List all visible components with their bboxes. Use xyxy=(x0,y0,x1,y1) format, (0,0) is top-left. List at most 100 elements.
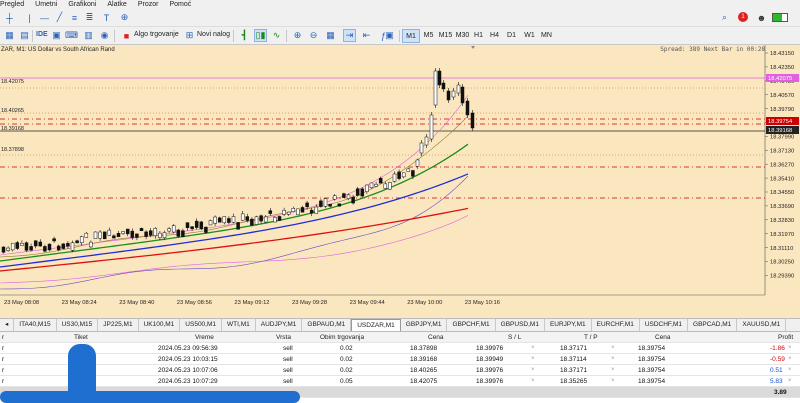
trade-row[interactable]: r 2024.05.23 10:03:15 sell 0.02 18.39168 18.3… xyxy=(0,354,800,365)
profiles-icon[interactable]: ▤ xyxy=(20,30,29,40)
chart-shift-icon[interactable]: ⇤ xyxy=(362,30,371,40)
tile-windows-icon[interactable]: ▦ xyxy=(326,30,335,40)
channel-icon[interactable]: ≡ xyxy=(71,12,78,23)
screenshot-icon[interactable]: ▣ xyxy=(385,30,394,40)
symbol-tab[interactable]: UK100,M1 xyxy=(139,319,181,331)
candle-body xyxy=(465,100,470,116)
close-trade-icon[interactable]: × xyxy=(788,345,792,351)
price-chart[interactable]: 18.4315018.4235018.4143018.4057018.39790… xyxy=(0,45,800,318)
market-watch-icon[interactable]: ▥ xyxy=(84,30,93,40)
price-axis-bg xyxy=(765,45,800,318)
sell-price-label: 18.39754 xyxy=(768,119,793,125)
header-ticket[interactable]: Tiket xyxy=(74,334,88,341)
tf-h1[interactable]: H1 xyxy=(474,32,483,39)
signals-icon[interactable]: ◉ xyxy=(100,30,109,40)
header-price[interactable]: Cena xyxy=(428,334,444,341)
menu-item[interactable]: Pomoć xyxy=(169,1,192,8)
menu-item[interactable]: Pregled xyxy=(0,1,25,8)
indicators-icon[interactable]: ƒ xyxy=(380,30,386,41)
header-volume[interactable]: Obim trgovanja xyxy=(320,334,365,341)
autoscroll-icon[interactable]: ⇥ xyxy=(343,29,356,42)
crosshair-icon[interactable]: ┼ xyxy=(6,12,13,23)
algo-trading-button[interactable]: Algo trgovanje xyxy=(134,31,179,38)
account-icon[interactable]: ☻ xyxy=(756,12,767,23)
tp-clear-icon[interactable]: × xyxy=(611,378,615,384)
horizontal-line-icon[interactable]: — xyxy=(40,12,49,23)
symbol-tab[interactable]: GBPCHF,M1 xyxy=(447,319,496,331)
close-trade-icon[interactable]: × xyxy=(788,378,792,384)
algo-trading-icon[interactable]: ■ xyxy=(123,30,130,41)
header-type[interactable]: Vrsta xyxy=(276,334,291,341)
symbol-tab[interactable]: GBPUSD,M1 xyxy=(496,319,545,331)
symbol-tab[interactable]: USDCHF,M1 xyxy=(640,319,689,331)
header-sl[interactable]: S / L xyxy=(508,334,522,341)
tf-mn[interactable]: MN xyxy=(541,32,552,39)
trade-row[interactable]: r 2024.05.23 10:07:29 sell 0.05 18.42075 18.3… xyxy=(0,376,800,387)
new-order-icon[interactable]: ⊞ xyxy=(185,30,194,40)
fibonacci-icon[interactable]: ≣ xyxy=(85,12,94,22)
tp-clear-icon[interactable]: × xyxy=(611,345,615,351)
candle-body xyxy=(415,159,420,167)
price-tick-label: 18.33690 xyxy=(770,204,794,210)
close-trade-icon[interactable]: × xyxy=(788,367,792,373)
tf-d1[interactable]: D1 xyxy=(507,32,516,39)
symbol-tab[interactable]: GBPAUD,M1 xyxy=(302,319,352,331)
menu-item[interactable]: Grafikoni xyxy=(68,1,97,8)
line-chart-icon[interactable]: ∿ xyxy=(272,30,281,40)
symbol-tab[interactable]: US30,M15 xyxy=(57,319,99,331)
text-icon[interactable]: T xyxy=(103,12,110,23)
symbol-tab[interactable]: XAUUSD,M1 xyxy=(737,319,787,331)
history-icon[interactable]: ▣ xyxy=(52,30,61,40)
tf-h4[interactable]: H4 xyxy=(490,32,499,39)
symbol-tab[interactable]: US500,M1 xyxy=(180,319,223,331)
shapes-icon[interactable]: ⊕ xyxy=(120,12,129,22)
header-time[interactable]: Vreme xyxy=(195,334,214,341)
tp-clear-icon[interactable]: × xyxy=(611,356,615,362)
header-profit[interactable]: Profit xyxy=(778,334,794,341)
sl-clear-icon[interactable]: × xyxy=(531,378,535,384)
symbol-tab[interactable]: ITA40,M15 xyxy=(14,319,57,331)
vertical-line-icon[interactable]: | xyxy=(28,12,31,23)
trendline-icon[interactable]: ╱ xyxy=(56,12,63,22)
tf-m15[interactable]: M15 xyxy=(438,32,453,39)
header-tp[interactable]: T / P xyxy=(584,334,598,341)
symbol-tab[interactable]: GBPJPY,M1 xyxy=(401,319,448,331)
ide-button[interactable]: IDE xyxy=(36,31,48,38)
tf-m1[interactable]: M1 xyxy=(402,29,420,43)
menu-item[interactable]: Alatke xyxy=(107,1,127,8)
candle-body xyxy=(199,221,204,230)
symbol-tab[interactable]: GBPCAD,M1 xyxy=(688,319,738,331)
symbol-tab[interactable]: WTI,M1 xyxy=(222,319,256,331)
zoom-in-icon[interactable]: ⊕ xyxy=(293,30,302,40)
tf-w1[interactable]: W1 xyxy=(524,32,535,39)
menu-item[interactable]: Umetni xyxy=(35,1,58,8)
sl-clear-icon[interactable]: × xyxy=(531,356,535,362)
search-icon[interactable]: ⌕ xyxy=(721,12,728,22)
header-symbol[interactable]: r xyxy=(2,334,5,341)
symbol-tab[interactable]: USDZAR,M1 xyxy=(351,319,401,331)
tf-m30[interactable]: M30 xyxy=(455,32,470,39)
notification-badge[interactable]: 1 xyxy=(738,12,748,22)
symbol-tab[interactable]: EURCHF,M1 xyxy=(592,319,640,331)
sl-clear-icon[interactable]: × xyxy=(531,367,535,373)
symbol-tab[interactable]: EURJPY,M1 xyxy=(545,319,592,331)
sl-clear-icon[interactable]: × xyxy=(531,345,535,351)
close-trade-icon[interactable]: × xyxy=(788,356,792,362)
zoom-out-icon[interactable]: ⊖ xyxy=(309,30,318,40)
tabs-scroll-left[interactable]: ◂ xyxy=(0,319,15,331)
header-current[interactable]: Cena xyxy=(655,334,671,341)
time-tick-label: 23 May 10:00 xyxy=(407,300,442,306)
tp-clear-icon[interactable]: × xyxy=(611,367,615,373)
trade-row[interactable]: r 2024.05.23 10:07:06 sell 0.02 18.40265 18.3… xyxy=(0,365,800,376)
symbol-tab[interactable]: AUDJPY,M1 xyxy=(256,319,303,331)
trade-row[interactable]: r 2024.05.23 09:56:39 sell 0.02 18.37898 18.3… xyxy=(0,343,800,354)
candlestick-icon[interactable]: ▯▮ xyxy=(254,29,267,42)
symbol-tab[interactable]: JP225,M1 xyxy=(98,319,139,331)
tf-m5[interactable]: M5 xyxy=(423,32,434,39)
bar-chart-icon[interactable]: ┫ xyxy=(241,30,248,40)
menu-item[interactable]: Prozor xyxy=(137,1,159,8)
candle-body xyxy=(204,226,208,233)
new-chart-icon[interactable]: ▦ xyxy=(5,30,14,40)
new-order-button[interactable]: Novi nalog xyxy=(197,31,231,38)
strategy-tester-icon[interactable]: ⌨ xyxy=(65,30,78,40)
